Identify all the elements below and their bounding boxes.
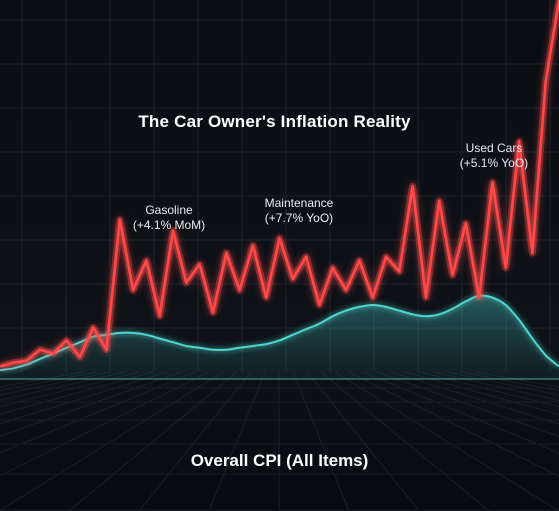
floor-line-radial <box>418 371 559 408</box>
floor-line-radial <box>320 371 490 511</box>
footer-label: Overall CPI (All Items) <box>190 451 369 470</box>
perspective-floor <box>0 371 559 511</box>
floor-line-radial <box>0 371 126 401</box>
annotation-used-cars-change: (+5.1% YoO) <box>459 156 529 170</box>
floor-line-radial <box>334 371 559 511</box>
floor-line-radial <box>390 371 559 425</box>
annotation-gasoline: Gasoline (+4.1% MoM) <box>128 203 210 233</box>
floor-line-radial <box>208 371 266 511</box>
annotation-used-cars-name: Used Cars <box>465 141 523 155</box>
series-layer <box>0 0 559 380</box>
floor-line-radial <box>0 371 154 415</box>
floor-line-radial <box>0 371 182 437</box>
annotation-gasoline-name: Gasoline <box>145 203 193 217</box>
floor-line-radial <box>432 371 559 401</box>
series-overall-cpi-line <box>0 294 559 372</box>
floor-line-radial <box>0 371 224 511</box>
annotation-maintenance-change: (+7.7% YoO) <box>264 211 334 225</box>
chart-title: The Car Owner's Inflation Reality <box>138 112 411 131</box>
floor-line-radial <box>404 371 559 415</box>
annotation-used-cars: Used Cars (+5.1% YoO) <box>456 141 532 171</box>
floor-line-radial <box>292 371 350 511</box>
series-car-costs-line <box>0 0 559 368</box>
floor-line-radial <box>306 371 420 511</box>
annotation-maintenance: Maintenance (+7.7% YoO) <box>256 196 342 226</box>
floor-line-radial <box>0 371 196 454</box>
floor-line-radial <box>0 371 140 408</box>
floor-line-radial <box>68 371 238 511</box>
floor-line-radial <box>362 371 559 454</box>
floor-line-radial <box>0 371 168 425</box>
floor-line-radial <box>348 371 559 477</box>
floor-line-radial <box>0 371 210 477</box>
floor-line-radial <box>138 371 252 511</box>
annotation-gasoline-change: (+4.1% MoM) <box>132 218 206 232</box>
series-overall-cpi-area <box>0 295 559 380</box>
floor-line-radial <box>376 371 559 438</box>
annotation-maintenance-name: Maintenance <box>264 196 334 210</box>
